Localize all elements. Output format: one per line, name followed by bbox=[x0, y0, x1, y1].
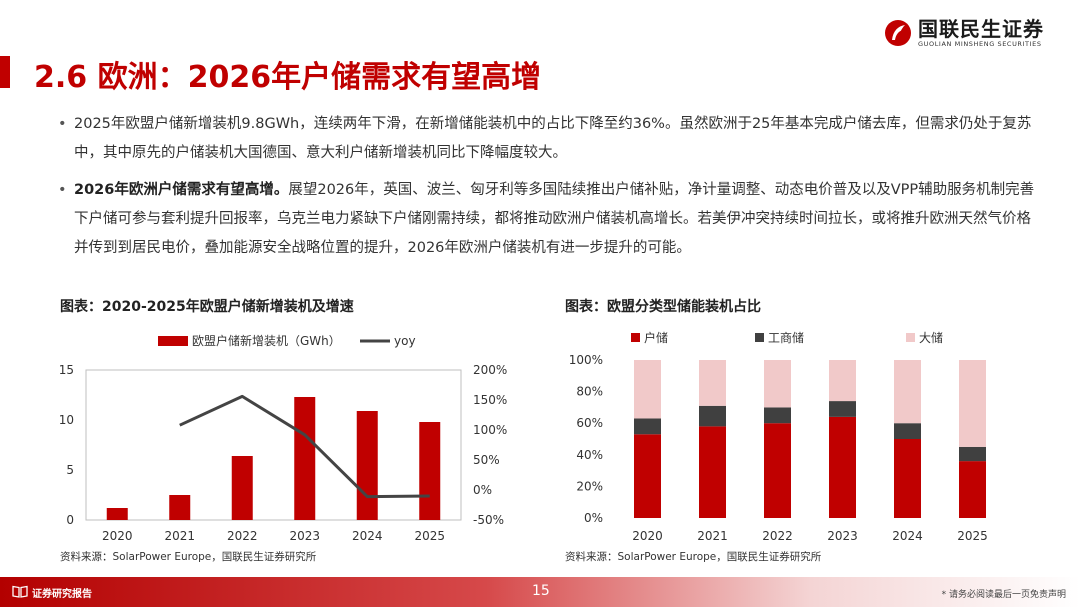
y-tick-label: 60% bbox=[576, 416, 603, 430]
stacked-bar-segment bbox=[829, 416, 856, 518]
y-tick-label: 40% bbox=[576, 448, 603, 462]
legend-swatch bbox=[755, 333, 764, 342]
legend-label: 工商储 bbox=[768, 330, 804, 345]
y-tick-label: 0 bbox=[66, 513, 74, 527]
bar bbox=[169, 495, 191, 520]
logo-text-en: GUOLIAN MINSHENG SECURITIES bbox=[918, 40, 1042, 48]
stacked-bar-segment bbox=[634, 418, 661, 435]
source-note-left: 资料来源：SolarPower Europe，国联民生证券研究所 bbox=[60, 551, 317, 563]
book-icon bbox=[12, 585, 28, 598]
source-note-right: 资料来源：SolarPower Europe，国联民生证券研究所 bbox=[565, 551, 822, 563]
plot-frame bbox=[85, 369, 462, 521]
y2-tick-label: -50% bbox=[473, 513, 504, 527]
storage-share-chart: 0% 20% 40% 60% 80% 100% 2020 2021 2022 2023 2024 20… bbox=[569, 330, 988, 543]
x-tick-label: 2023 bbox=[289, 529, 320, 543]
legend-label: 大储 bbox=[919, 330, 943, 345]
bar bbox=[106, 508, 128, 520]
stacked-bar-segment bbox=[894, 439, 921, 518]
stacked-bar-segment bbox=[894, 423, 921, 439]
stacked-bar-segment bbox=[764, 407, 791, 424]
stacked-bar-segment bbox=[829, 401, 856, 417]
stacked-bar-segment bbox=[959, 360, 986, 447]
x-tick-label: 2020 bbox=[102, 529, 133, 543]
x-tick-label: 2020 bbox=[632, 529, 663, 543]
stacked-bar-segment bbox=[634, 434, 661, 518]
y2-tick-label: 100% bbox=[473, 423, 507, 437]
legend-label: yoy bbox=[394, 334, 416, 348]
logo-text-cn: 国联民生证券 bbox=[918, 17, 1044, 41]
bar bbox=[294, 397, 316, 520]
bullet-list: 2025年欧盟户储新增装机9.8GWh，连续两年下滑，在新增储能装机中的占比下降… bbox=[58, 110, 1042, 271]
legend-swatch bbox=[631, 333, 640, 342]
y2-tick-label: 50% bbox=[473, 453, 500, 467]
x-tick-label: 2024 bbox=[892, 529, 923, 543]
y-tick-label: 10 bbox=[59, 413, 74, 427]
y2-tick-label: 0% bbox=[473, 483, 492, 497]
stacked-bar-segment bbox=[959, 461, 986, 518]
chart-title-left: 图表：2020-2025年欧盟户储新增装机及增速 bbox=[60, 299, 354, 315]
y-tick-label: 80% bbox=[576, 385, 603, 399]
y-tick-label: 20% bbox=[576, 479, 603, 493]
stacked-bar-segment bbox=[829, 360, 856, 402]
x-tick-label: 2022 bbox=[227, 529, 258, 543]
stacked-bar-segment bbox=[764, 423, 791, 518]
bar bbox=[231, 456, 253, 520]
page-number: 15 bbox=[532, 583, 550, 599]
bullet-text: 展望2026年，英国、波兰、匈牙利等多国陆续推出户储补贴，净计量调整、动态电价普… bbox=[74, 182, 1035, 256]
y-tick-label: 15 bbox=[59, 363, 74, 377]
y-tick-label: 100% bbox=[569, 353, 603, 367]
stacked-bar-segment bbox=[959, 446, 986, 462]
x-tick-label: 2021 bbox=[697, 529, 728, 543]
footer-bar: 证券研究报告 15 * 请务必阅读最后一页免责声明 bbox=[0, 577, 1080, 607]
capacity-yoy-chart: 0 5 10 15 -50% 0% 50% 100% 150% 200% 2020 2021 2022 2… bbox=[59, 333, 508, 543]
bar bbox=[419, 422, 441, 520]
footer-report-label: 证券研究报告 bbox=[32, 589, 92, 600]
legend-label: 户储 bbox=[644, 330, 668, 345]
chart-title-right: 图表：欧盟分类型储能装机占比 bbox=[565, 299, 761, 315]
page-title: 2.6 欧洲：2026年户储需求有望高增 bbox=[34, 60, 542, 95]
legend-swatch-bar bbox=[158, 336, 188, 346]
stacked-bar-segment bbox=[699, 405, 726, 427]
stacked-bar-segment bbox=[634, 360, 661, 419]
yoy-line bbox=[179, 394, 430, 499]
x-tick-label: 2024 bbox=[352, 529, 383, 543]
bullet-item: 2026年欧洲户储需求有望高增。展望2026年，英国、波兰、匈牙利等多国陆续推出… bbox=[58, 176, 1042, 263]
bullet-text: 2025年欧盟户储新增装机9.8GWh，连续两年下滑，在新增储能装机中的占比下降… bbox=[74, 116, 1032, 161]
brand-logo: 国联民生证券 GUOLIAN MINSHENG SECURITIES bbox=[884, 18, 1044, 48]
x-tick-label: 2023 bbox=[827, 529, 858, 543]
x-tick-label: 2025 bbox=[957, 529, 988, 543]
bullet-item: 2025年欧盟户储新增装机9.8GWh，连续两年下滑，在新增储能装机中的占比下降… bbox=[58, 110, 1042, 168]
legend-swatch bbox=[906, 333, 915, 342]
stacked-bar-segment bbox=[699, 426, 726, 518]
bar bbox=[356, 411, 378, 520]
stacked-bar-segment bbox=[894, 360, 921, 424]
logo-mark-icon bbox=[885, 20, 911, 46]
x-tick-label: 2025 bbox=[414, 529, 445, 543]
stacked-bar-segment bbox=[699, 360, 726, 406]
y2-tick-label: 200% bbox=[473, 363, 507, 377]
x-tick-label: 2021 bbox=[164, 529, 195, 543]
x-tick-label: 2022 bbox=[762, 529, 793, 543]
y2-tick-label: 150% bbox=[473, 393, 507, 407]
y-tick-label: 0% bbox=[584, 511, 603, 525]
disclaimer: * 请务必阅读最后一页免责声明 bbox=[941, 590, 1066, 600]
legend-label: 欧盟户储新增装机（GWh） bbox=[192, 333, 341, 348]
title-accent-bar bbox=[0, 56, 10, 88]
stacked-bar-segment bbox=[764, 360, 791, 408]
bullet-bold: 2026年欧洲户储需求有望高增。 bbox=[74, 182, 289, 198]
y-tick-label: 5 bbox=[66, 463, 74, 477]
